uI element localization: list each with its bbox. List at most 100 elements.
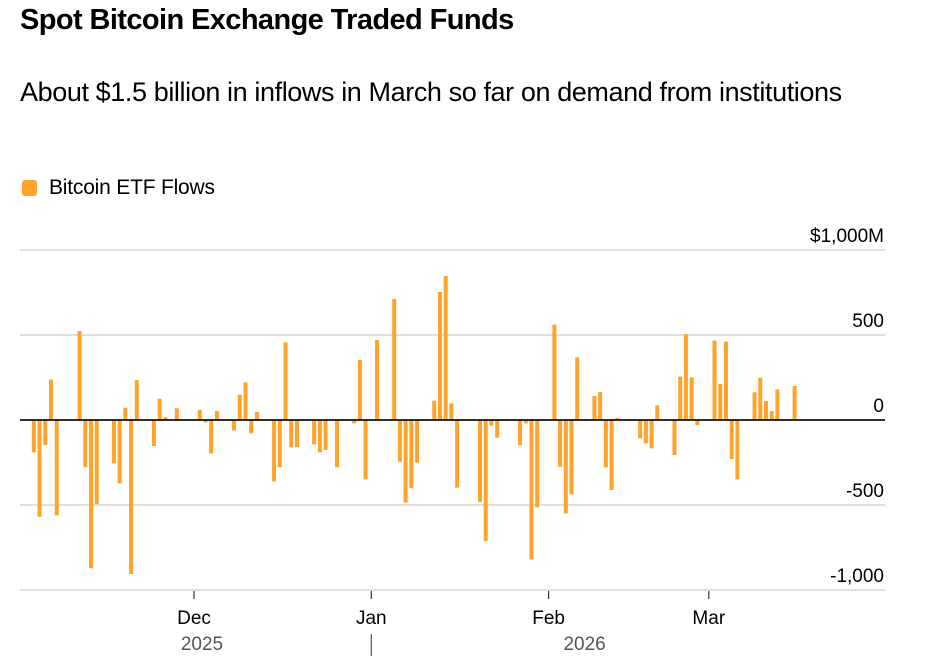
chart-subtitle: About $1.5 billion in inflows in March s… [20, 77, 842, 107]
bar [443, 276, 448, 420]
bar [312, 420, 317, 445]
bar [718, 383, 723, 420]
bar [174, 408, 179, 420]
bar [254, 412, 259, 420]
bar [77, 331, 82, 420]
x-tick-label: Jan [356, 608, 387, 629]
gridlines [20, 249, 885, 591]
year-label: 2025 [181, 634, 223, 655]
bar [323, 420, 328, 450]
bar [197, 409, 202, 420]
bar [615, 417, 620, 420]
bar [403, 420, 408, 503]
bar [638, 420, 643, 439]
bar [437, 291, 442, 420]
bar [123, 407, 128, 420]
bar [758, 377, 763, 420]
bar [643, 420, 648, 444]
bar [495, 420, 500, 438]
bar [43, 420, 48, 445]
bar [478, 420, 482, 502]
y-tick-label: 0 [873, 396, 884, 417]
bar [575, 357, 580, 420]
bar [735, 420, 740, 480]
bar [289, 420, 294, 448]
bar [277, 420, 282, 468]
bar [272, 420, 277, 482]
bar [558, 420, 563, 467]
bar [775, 389, 780, 420]
bar [283, 342, 288, 420]
bar [163, 417, 168, 420]
bar [518, 420, 523, 446]
legend: Bitcoin ETF Flows [22, 176, 215, 200]
year-label: 2026 [563, 634, 605, 655]
y-tick-label: -1,000 [830, 566, 884, 587]
bar [157, 398, 162, 420]
bar [592, 396, 597, 420]
bar [689, 377, 694, 420]
bar [49, 379, 53, 420]
bar [769, 410, 774, 420]
bar [603, 420, 608, 468]
legend-swatch [22, 180, 37, 196]
chart-title: Spot Bitcoin Exchange Traded Funds [20, 4, 514, 36]
bar [489, 420, 494, 426]
y-tick-label: -500 [846, 481, 884, 502]
bar [655, 405, 660, 420]
bar [37, 420, 42, 517]
bar [397, 420, 402, 462]
bar [117, 420, 122, 484]
bar [243, 382, 248, 420]
bar [363, 420, 368, 480]
bar [695, 420, 700, 425]
bar [552, 324, 557, 420]
x-tick-label: Dec [177, 608, 211, 629]
bar [523, 420, 528, 424]
bar [729, 420, 734, 459]
bar [432, 400, 437, 420]
bar [111, 420, 116, 464]
bar [483, 420, 488, 542]
bar [232, 420, 237, 431]
bar [357, 359, 362, 420]
bar [352, 420, 357, 424]
bar [455, 420, 460, 488]
bar [723, 341, 728, 420]
bar [209, 420, 214, 454]
bar [54, 420, 59, 516]
bar [598, 391, 603, 420]
bar [214, 410, 219, 420]
bar [415, 420, 420, 463]
bar [683, 334, 688, 420]
bar [609, 420, 614, 491]
bar [535, 420, 540, 508]
x-axis: Dec Jan Feb Mar 2025 2026 [177, 591, 726, 656]
bars [31, 276, 797, 575]
x-tick-label: Feb [532, 608, 565, 629]
y-tick-label: $1,000M [810, 226, 884, 247]
bar [249, 420, 254, 434]
bar [449, 403, 454, 420]
bar [678, 376, 683, 420]
bar [203, 420, 208, 423]
y-axis-labels: $1,000M 500 0 -500 -1,000 [810, 226, 884, 587]
bar [392, 298, 397, 420]
bar [792, 386, 797, 420]
bar [89, 420, 94, 569]
bar [237, 394, 242, 420]
bar [672, 420, 677, 456]
bar [317, 420, 322, 453]
bar [712, 340, 717, 420]
legend-label: Bitcoin ETF Flows [49, 176, 215, 199]
bar [94, 420, 99, 505]
bar [83, 420, 88, 468]
bar [563, 420, 568, 514]
x-tick-label: Mar [692, 608, 725, 629]
bar [764, 400, 768, 420]
bar [151, 420, 156, 447]
bar [569, 420, 574, 495]
bar [752, 392, 757, 420]
bar [294, 420, 299, 448]
